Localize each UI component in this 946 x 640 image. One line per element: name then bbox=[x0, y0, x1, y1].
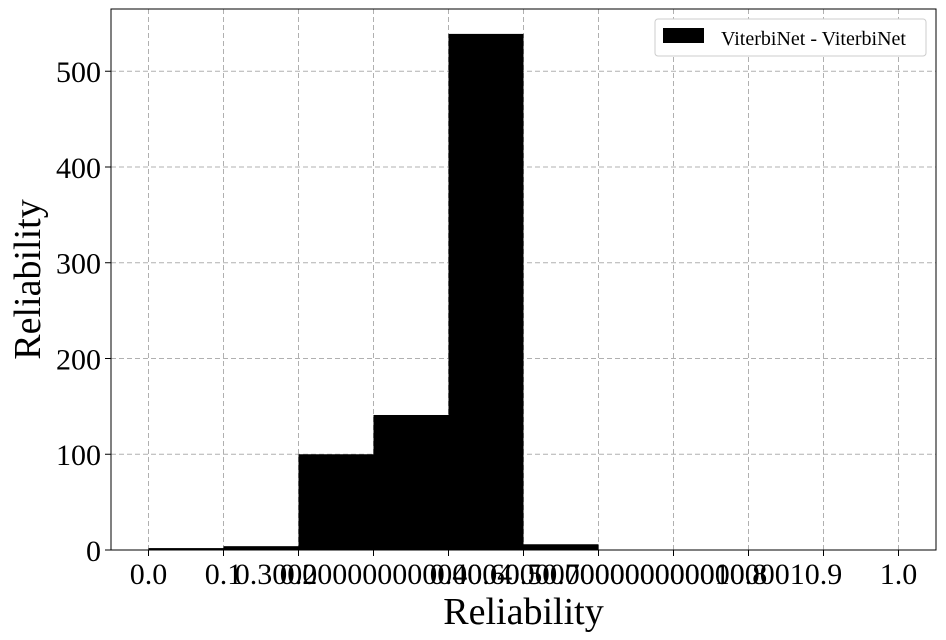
x-tick-label: 0.2 bbox=[280, 558, 318, 591]
x-tick-label: 0.30000000000000004 bbox=[235, 558, 513, 591]
x-tick-label: 0.7000000000000001 bbox=[542, 558, 805, 591]
y-tick-label: 500 bbox=[56, 56, 101, 89]
y-tick-label: 100 bbox=[56, 439, 101, 472]
y-tick-label: 400 bbox=[56, 152, 101, 185]
histogram-bar bbox=[298, 454, 374, 550]
x-tick-label: 0.4 bbox=[430, 558, 468, 591]
x-tick-label: 0.9 bbox=[805, 558, 843, 591]
histogram-bar bbox=[148, 548, 224, 550]
histogram-bar bbox=[448, 33, 524, 551]
histogram-bar bbox=[223, 546, 299, 550]
x-tick-label: 0.1 bbox=[205, 558, 243, 591]
legend-box bbox=[654, 18, 927, 57]
x-tick-label: 0.6000000000000001 bbox=[467, 558, 730, 591]
histogram-bar bbox=[523, 544, 599, 550]
y-axis-label: Reliability bbox=[7, 199, 49, 359]
x-tick-label: 0.0 bbox=[130, 558, 168, 591]
histogram-bars bbox=[148, 33, 599, 551]
y-tick-label: 300 bbox=[56, 248, 101, 281]
x-tick-label: 1.0 bbox=[880, 558, 918, 591]
x-tick-label: 0.5 bbox=[505, 558, 543, 591]
y-axis-ticks: 0 100 200 300 400 500 bbox=[56, 56, 111, 568]
legend-label: ViterbiNet - ViterbiNet bbox=[721, 28, 906, 50]
y-tick-label: 200 bbox=[56, 343, 101, 376]
x-axis-label: Reliability bbox=[443, 591, 603, 633]
histogram-bar bbox=[373, 414, 449, 550]
y-tick-label: 0 bbox=[86, 535, 101, 568]
legend: ViterbiNet - ViterbiNet bbox=[654, 18, 927, 57]
legend-swatch bbox=[663, 28, 704, 43]
x-tick-label: 0.8 bbox=[730, 558, 768, 591]
